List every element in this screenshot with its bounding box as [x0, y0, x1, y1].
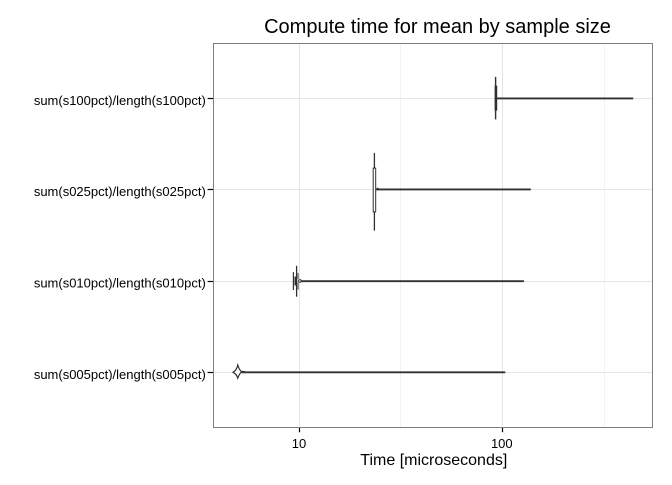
svg-text:10: 10 [292, 436, 306, 451]
svg-text:Time [microseconds]: Time [microseconds] [360, 452, 507, 469]
svg-text:Compute time for mean by sampl: Compute time for mean by sample size [264, 16, 611, 38]
svg-text:sum(s100pct)/length(s100pct): sum(s100pct)/length(s100pct) [34, 93, 206, 108]
svg-text:sum(s025pct)/length(s025pct): sum(s025pct)/length(s025pct) [34, 184, 206, 199]
svg-text:sum(s010pct)/length(s010pct): sum(s010pct)/length(s010pct) [34, 276, 206, 291]
svg-text:sum(s005pct)/length(s005pct): sum(s005pct)/length(s005pct) [34, 367, 206, 382]
svg-text:100: 100 [491, 436, 513, 451]
